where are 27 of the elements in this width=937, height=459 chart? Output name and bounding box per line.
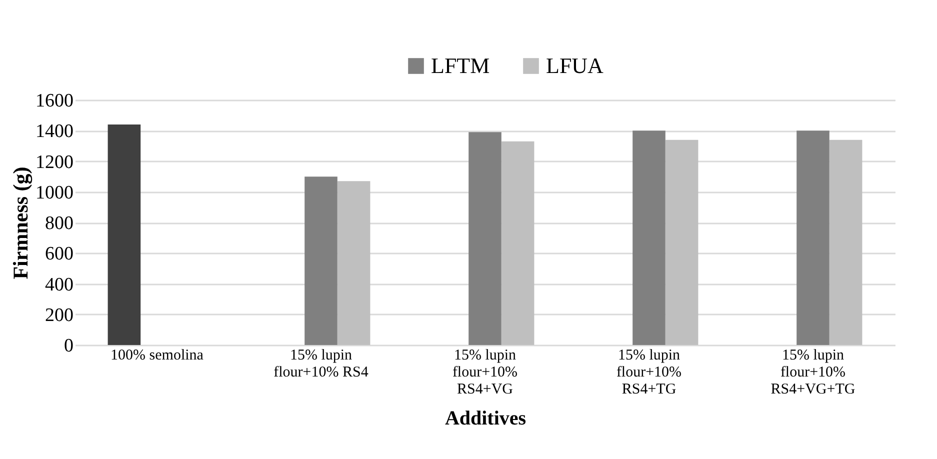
y-tick-label: 800 xyxy=(45,213,74,234)
legend-label: LFUA xyxy=(546,53,604,78)
bar xyxy=(665,140,698,345)
y-tick-label: 1000 xyxy=(36,182,74,204)
x-tick-label: 100% semolina xyxy=(110,348,204,364)
y-tick-label: 1200 xyxy=(36,152,74,173)
x-tick-label: 15% lupin flour+10% RS4+VG+TG xyxy=(770,348,856,398)
bar xyxy=(632,130,666,345)
y-tick-label: 600 xyxy=(45,244,74,265)
y-tick-label: 1400 xyxy=(36,121,74,142)
legend-label: LFTM xyxy=(431,53,490,78)
y-tick-label: 0 xyxy=(64,336,74,356)
bar xyxy=(501,141,534,345)
bar xyxy=(829,140,862,345)
y-tick-label: 200 xyxy=(45,304,74,326)
x-tick-label: 15% lupin flour+10% RS4+TG xyxy=(616,348,682,398)
x-tick-label: 15% lupin flour+10% RS4 xyxy=(274,348,369,380)
bar xyxy=(304,176,338,345)
bar xyxy=(468,132,502,345)
y-tick-label: 400 xyxy=(45,274,74,296)
bar xyxy=(796,130,830,345)
y-tick-label: 1600 xyxy=(36,90,74,112)
x-axis-title: Additives xyxy=(444,408,526,430)
x-tick-label: 15% lupin flour+10% RS4+VG xyxy=(452,348,518,398)
y-axis-title: Firmness (g) xyxy=(8,166,32,280)
bar xyxy=(108,124,141,345)
bar xyxy=(337,181,370,345)
